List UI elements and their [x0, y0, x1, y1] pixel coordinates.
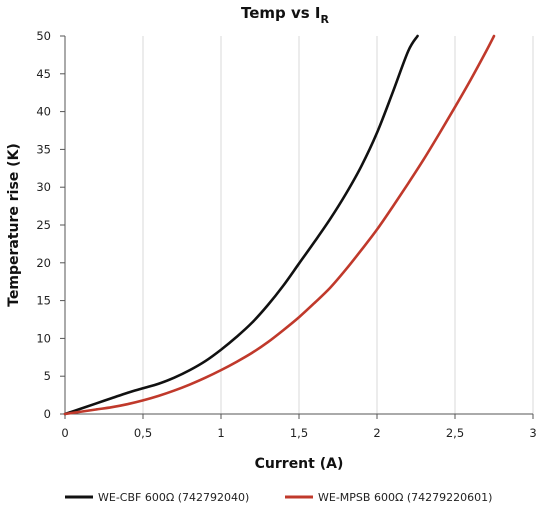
x-tick-label: 3 — [529, 426, 536, 440]
y-tick-label: 45 — [36, 67, 51, 81]
x-tick-label: 2 — [373, 426, 380, 440]
series-line-0 — [63, 34, 419, 416]
y-tick-label: 0 — [44, 407, 51, 421]
y-tick-label: 5 — [44, 369, 51, 383]
y-tick-label: 15 — [36, 294, 51, 308]
y-tick-label: 50 — [36, 29, 51, 43]
y-tick-label: 40 — [36, 105, 51, 119]
chart-title-subscript: R — [321, 13, 330, 26]
x-tick-label: 1,5 — [290, 426, 308, 440]
y-tick-label: 25 — [36, 218, 51, 232]
x-axis-title: Current (A) — [255, 456, 344, 472]
y-tick-label: 30 — [36, 180, 51, 194]
series-lines — [63, 34, 496, 416]
legend: WE-CBF 600Ω (742792040) WE-MPSB 600Ω (742… — [65, 491, 492, 504]
legend-label-1: WE-MPSB 600Ω (74279220601) — [318, 491, 492, 504]
y-tick-label: 20 — [36, 256, 51, 270]
series-line-1 — [63, 34, 496, 416]
x-tick-label: 1 — [217, 426, 224, 440]
axes — [60, 35, 534, 419]
chart-title: Temp vs IR — [241, 4, 330, 26]
grid — [142, 36, 534, 414]
y-tick-label: 10 — [36, 331, 51, 345]
x-tick-label: 0,5 — [134, 426, 152, 440]
x-tick-label: 2,5 — [446, 426, 464, 440]
x-tick-label: 0 — [61, 426, 68, 440]
y-tick-label: 35 — [36, 142, 51, 156]
chart-title-main: Temp vs I — [241, 4, 321, 22]
legend-label-0: WE-CBF 600Ω (742792040) — [98, 491, 249, 504]
y-axis-title: Temperature rise (K) — [6, 143, 22, 307]
